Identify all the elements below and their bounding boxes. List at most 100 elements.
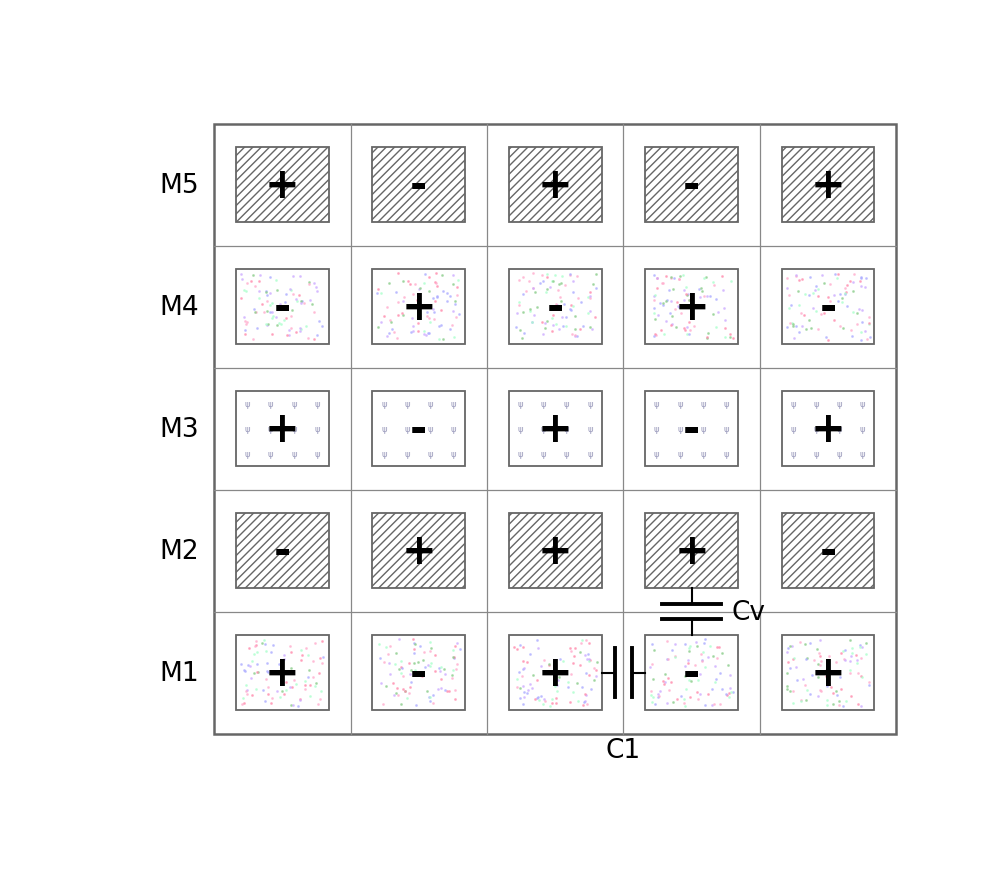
Bar (782, 269, 874, 345)
Bar (645, 513, 738, 589)
Text: +: + (538, 652, 572, 694)
Text: ψ: ψ (518, 450, 523, 459)
Text: M3: M3 (159, 416, 199, 443)
Bar (782, 148, 874, 224)
Text: +: + (674, 530, 709, 572)
Bar (372, 269, 465, 345)
Text: ψ: ψ (381, 400, 387, 409)
Text: ψ: ψ (245, 400, 250, 409)
Text: ψ: ψ (654, 400, 659, 409)
Text: +: + (265, 409, 300, 450)
Text: +: + (401, 530, 436, 572)
Text: ψ: ψ (700, 400, 706, 409)
Text: -: - (410, 652, 427, 694)
Text: ψ: ψ (404, 400, 410, 409)
Text: ψ: ψ (814, 400, 819, 409)
Text: +: + (265, 652, 300, 694)
Bar (782, 513, 874, 589)
Bar (372, 148, 465, 224)
Text: ψ: ψ (814, 450, 819, 459)
Text: ψ: ψ (428, 450, 433, 459)
Text: ψ: ψ (404, 450, 410, 459)
Bar (509, 635, 602, 711)
Text: ψ: ψ (518, 425, 523, 434)
Bar (236, 392, 329, 467)
Bar (645, 269, 738, 345)
Text: ψ: ψ (291, 400, 297, 409)
Text: C1: C1 (606, 738, 641, 763)
Bar (645, 392, 738, 467)
Text: -: - (274, 530, 291, 572)
Text: -: - (683, 164, 700, 207)
Text: -: - (683, 652, 700, 694)
Text: ψ: ψ (541, 400, 546, 409)
Text: ψ: ψ (677, 450, 683, 459)
Text: ψ: ψ (268, 425, 273, 434)
Bar (372, 635, 465, 711)
Bar (509, 269, 602, 345)
Text: ψ: ψ (564, 400, 569, 409)
Bar (372, 513, 465, 589)
Text: +: + (538, 164, 572, 207)
Text: ψ: ψ (724, 425, 729, 434)
Text: -: - (819, 286, 837, 328)
Text: ψ: ψ (587, 450, 593, 459)
Text: ψ: ψ (564, 450, 569, 459)
Text: ψ: ψ (541, 450, 546, 459)
Text: +: + (538, 530, 572, 572)
Bar (236, 513, 329, 589)
Text: ψ: ψ (790, 400, 796, 409)
Text: ψ: ψ (790, 450, 796, 459)
Text: ψ: ψ (587, 425, 593, 434)
Bar (236, 148, 329, 224)
Text: ψ: ψ (245, 450, 250, 459)
Text: ψ: ψ (677, 425, 683, 434)
Bar (509, 392, 602, 467)
Text: ψ: ψ (814, 425, 819, 434)
Text: ψ: ψ (428, 425, 433, 434)
Text: ψ: ψ (314, 450, 320, 459)
Text: ψ: ψ (451, 400, 456, 409)
Text: M1: M1 (159, 660, 199, 686)
Text: -: - (683, 409, 700, 450)
Bar (509, 513, 602, 589)
Text: -: - (546, 286, 564, 328)
Text: ψ: ψ (677, 400, 683, 409)
Text: ψ: ψ (404, 425, 410, 434)
Text: ψ: ψ (451, 425, 456, 434)
Text: ψ: ψ (268, 450, 273, 459)
Text: -: - (274, 286, 291, 328)
Text: +: + (265, 164, 300, 207)
Text: ψ: ψ (860, 425, 865, 434)
Text: ψ: ψ (245, 425, 250, 434)
Text: M2: M2 (159, 538, 199, 564)
Text: ψ: ψ (837, 400, 842, 409)
Text: ψ: ψ (837, 425, 842, 434)
Text: ψ: ψ (790, 425, 796, 434)
Bar (214, 124, 896, 734)
Text: ψ: ψ (860, 450, 865, 459)
Text: ψ: ψ (837, 450, 842, 459)
Text: ψ: ψ (700, 450, 706, 459)
Text: ψ: ψ (291, 425, 297, 434)
Text: ψ: ψ (654, 425, 659, 434)
Text: Cv: Cv (732, 599, 766, 625)
Text: ψ: ψ (518, 400, 523, 409)
Text: -: - (410, 409, 427, 450)
Bar (509, 148, 602, 224)
Text: ψ: ψ (314, 400, 320, 409)
Bar (645, 148, 738, 224)
Text: ψ: ψ (587, 400, 593, 409)
Bar (236, 635, 329, 711)
Text: ψ: ψ (724, 400, 729, 409)
Text: ψ: ψ (314, 425, 320, 434)
Text: -: - (410, 164, 427, 207)
Bar (236, 269, 329, 345)
Text: +: + (811, 652, 845, 694)
Text: M4: M4 (159, 294, 199, 320)
Text: -: - (819, 530, 837, 572)
Text: ψ: ψ (564, 425, 569, 434)
Text: ψ: ψ (724, 450, 729, 459)
Text: ψ: ψ (700, 425, 706, 434)
Text: M5: M5 (159, 173, 199, 198)
